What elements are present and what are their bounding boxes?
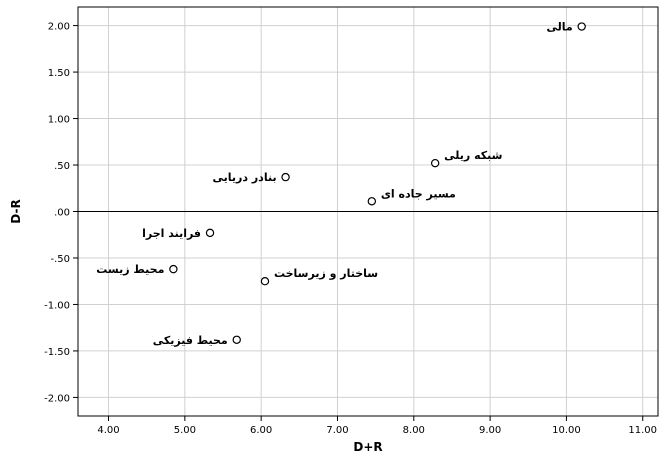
point-label: بنادر دریایی xyxy=(213,171,277,184)
point-label: ساختار و زیرساخت xyxy=(274,267,378,280)
data-point xyxy=(169,264,178,274)
point-label: محیط زیست xyxy=(96,263,164,276)
y-tick-label: -1.50 xyxy=(44,347,70,358)
y-tick-label: -1.00 xyxy=(44,300,70,311)
point-label: فرایند اجرا xyxy=(142,227,201,240)
point-label: شبکه ریلی xyxy=(444,149,502,162)
y-tick-label: 1.00 xyxy=(48,115,70,126)
x-tick-label: 7.00 xyxy=(326,425,348,436)
x-tick-label: 4.00 xyxy=(97,425,119,436)
y-tick-label: 2.00 xyxy=(48,22,70,33)
data-point xyxy=(430,158,440,168)
x-axis-title: D+R xyxy=(353,440,382,454)
y-tick-label: 1.50 xyxy=(48,68,70,79)
y-tick-label: .00 xyxy=(54,208,70,219)
point-label: مالی xyxy=(546,21,572,34)
y-axis-title: D-R xyxy=(9,199,23,223)
data-point xyxy=(577,22,586,31)
x-tick-label: 11.00 xyxy=(628,425,657,436)
point-label: محیط فیزیکی xyxy=(153,334,228,347)
point-label: مسیر جاده ای xyxy=(381,187,456,200)
point-labels: مالی شبکه ریلی بنادر دریایی مسیر جاده ای فرا… xyxy=(96,21,572,347)
y-tick-label: -.50 xyxy=(50,254,70,265)
data-point xyxy=(281,172,290,182)
data-point xyxy=(367,197,377,206)
x-tick-label: 6.00 xyxy=(250,425,272,436)
data-point xyxy=(232,335,241,344)
axis-ticks: 4.00 5.00 6.00 7.00 8.00 9.00 10.00 11.00 2.00 1.… xyxy=(44,22,657,436)
data-point xyxy=(205,228,215,238)
y-tick-label: .50 xyxy=(54,161,70,172)
x-tick-label: 8.00 xyxy=(403,425,425,436)
x-tick-label: 5.00 xyxy=(174,425,196,436)
x-tick-label: 10.00 xyxy=(552,425,581,436)
data-points xyxy=(169,22,586,344)
y-tick-label: -2.00 xyxy=(44,393,70,404)
data-point xyxy=(260,277,270,286)
x-tick-label: 9.00 xyxy=(479,425,501,436)
